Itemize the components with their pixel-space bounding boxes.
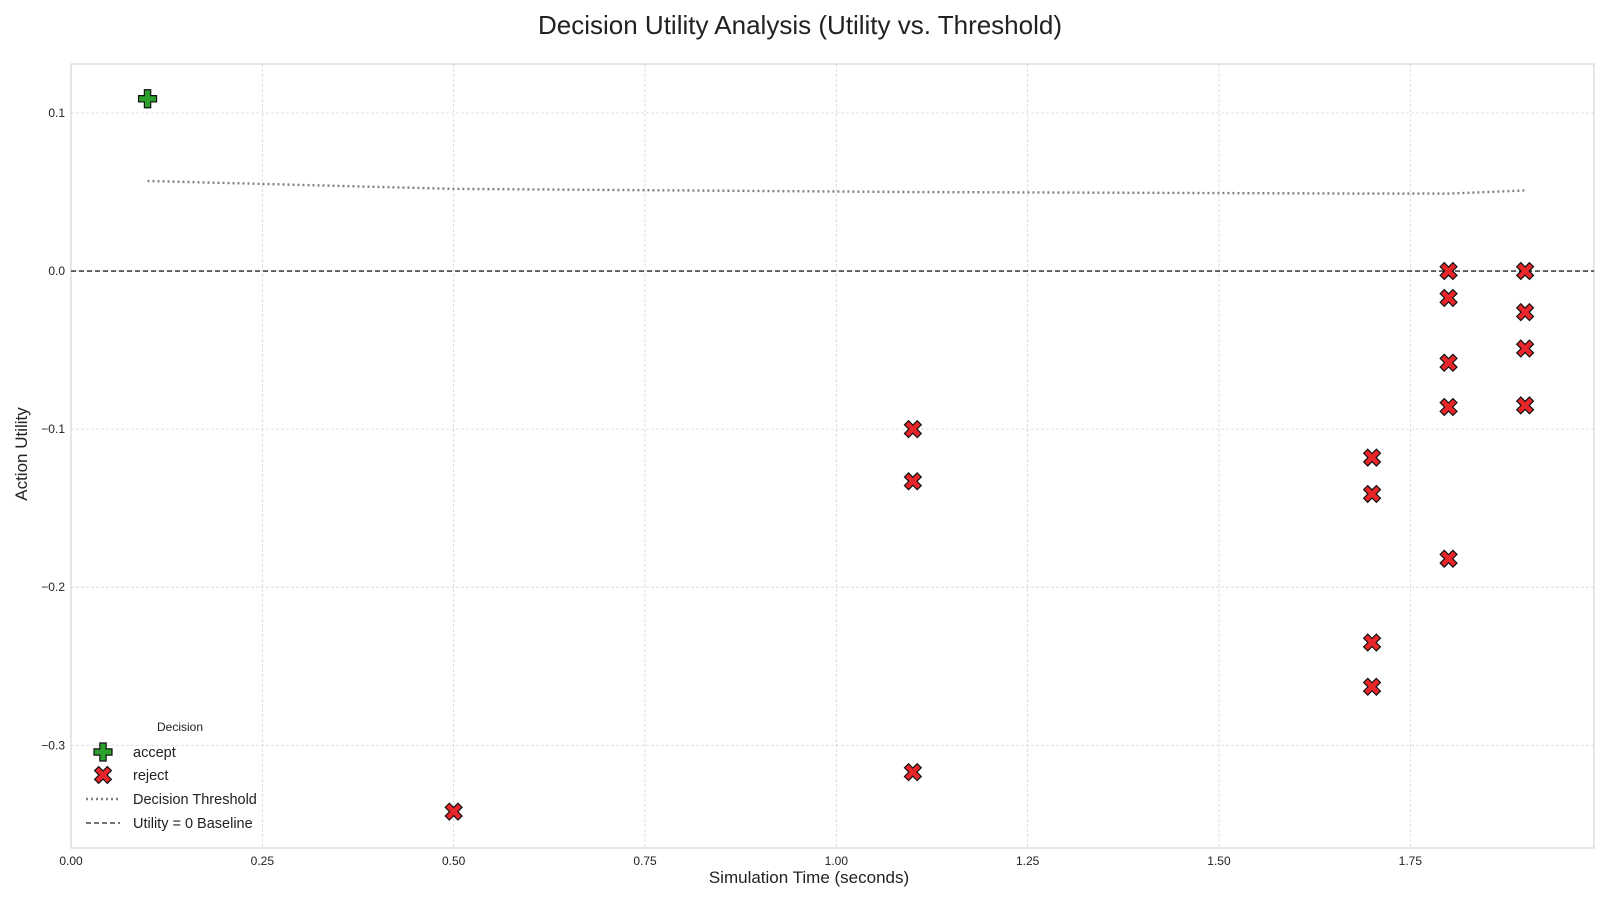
legend: Decision accept reject Decision Threshold U… [86,720,257,832]
reject-point [1439,549,1458,568]
legend-title: Decision [157,720,203,734]
y-tick-label: 0.1 [48,106,65,120]
x-axis-label: Simulation Time (seconds) [709,868,909,887]
reject-point [1362,448,1382,467]
x-tick-label: 0.50 [442,854,466,868]
legend-reject-marker [93,765,113,785]
reject-point [444,802,463,821]
reject-point [903,472,923,491]
reject-point [903,762,923,782]
x-axis: 0.00 0.25 0.50 0.75 1.00 1.25 1.50 1.75 [59,854,1422,868]
x-tick-label: 1.25 [1016,854,1040,868]
data-points [137,89,1535,821]
y-tick-label: −0.1 [41,422,65,436]
legend-entry-label: Utility = 0 Baseline [133,816,253,832]
reject-point [1362,633,1382,652]
x-tick-label: 1.00 [825,854,849,868]
grid-lines [70,64,1594,848]
legend-entry-label: accept [133,745,176,761]
y-tick-label: −0.2 [41,580,65,594]
x-tick-label: 1.75 [1399,854,1423,868]
series-lines [71,179,1594,272]
chart-title: Decision Utility Analysis (Utility vs. T… [538,10,1062,40]
reject-point [1439,397,1458,417]
accept-point [137,89,158,109]
reject-point [1515,261,1535,281]
x-tick-label: 0.75 [633,854,657,868]
reject-point [1439,353,1458,372]
reject-point [1362,484,1382,504]
y-tick-label: 0.0 [48,264,65,278]
reject-point [1515,339,1535,358]
legend-entry-label: Decision Threshold [133,792,257,808]
x-tick-label: 0.00 [59,854,83,868]
y-axis: 0.1 0.0 −0.1 −0.2 −0.3 [41,106,65,752]
threshold-line [147,179,1526,195]
reject-point [1515,302,1535,322]
reject-point [903,419,923,439]
y-axis-label: Action Utility [12,407,31,501]
reject-point [1439,261,1458,281]
x-tick-label: 0.25 [251,854,275,868]
legend-accept-marker [93,742,113,762]
plot-frame [70,63,1595,849]
reject-point [1362,677,1382,697]
reject-point [1515,396,1535,415]
x-tick-label: 1.50 [1207,854,1231,868]
legend-entry-label: reject [133,768,168,784]
y-tick-label: −0.3 [41,738,65,752]
reject-point [1439,288,1458,308]
